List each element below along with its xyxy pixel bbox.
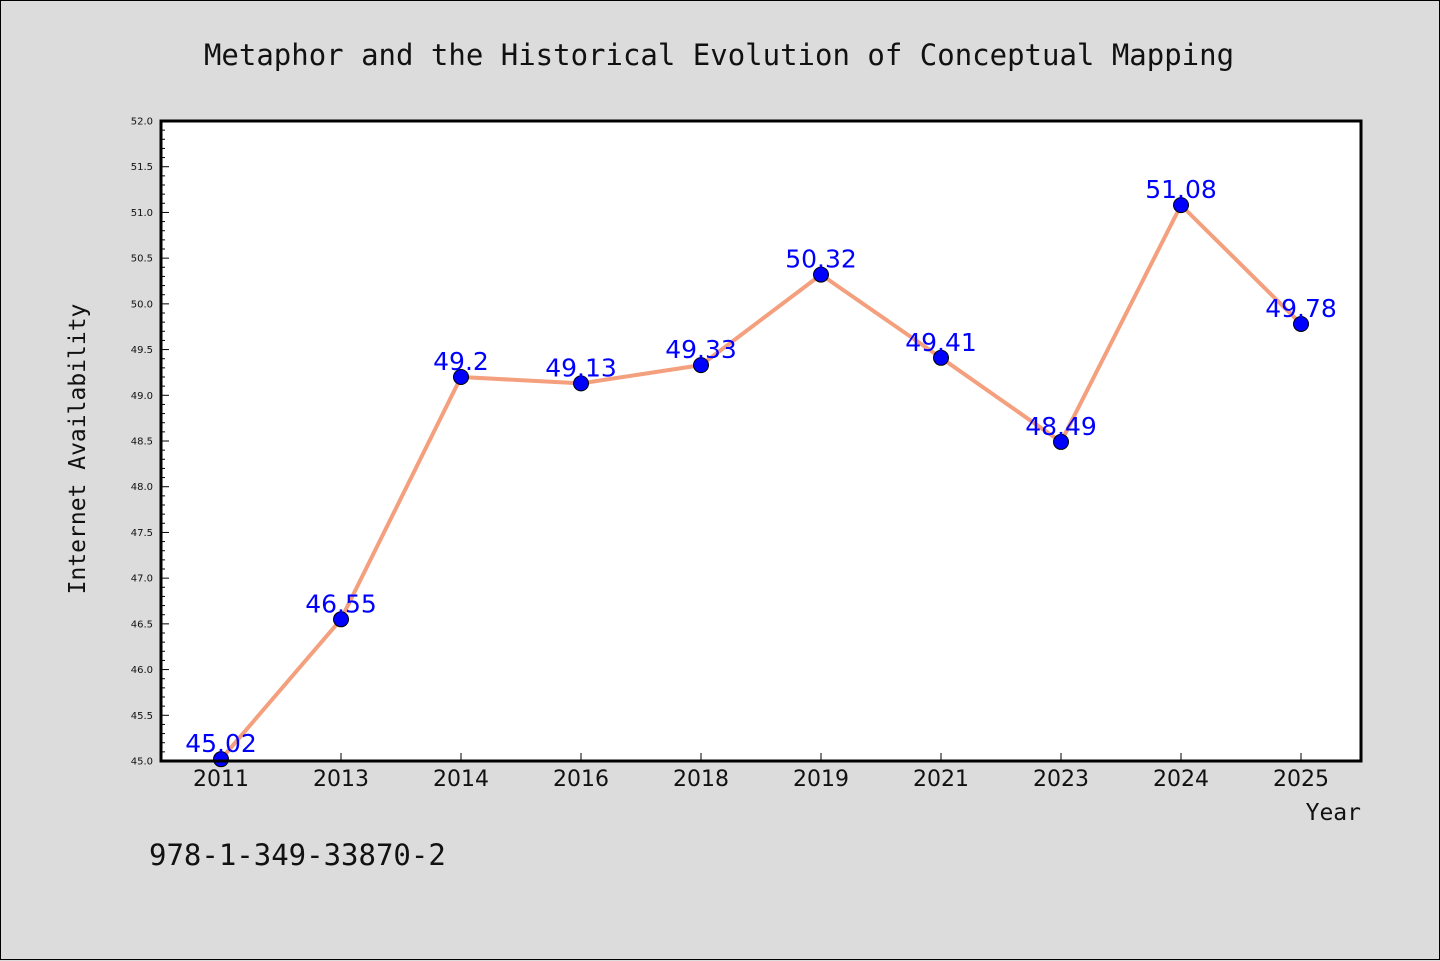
series-line [219, 203, 1303, 762]
data-label: 50.32 [785, 245, 857, 274]
y-tick-label: 49.5 [131, 345, 153, 356]
data-label: 49.13 [545, 353, 617, 382]
data-point [333, 611, 349, 628]
data-label: 49.41 [905, 328, 977, 357]
y-tick-label: 52.0 [131, 117, 153, 128]
x-tick-label: 2014 [433, 767, 489, 792]
data-label: 48.49 [1025, 412, 1097, 441]
data-point [1053, 433, 1069, 450]
y-tick-label: 50.0 [131, 299, 153, 310]
y-tick-label: 50.5 [131, 254, 153, 265]
isbn-text: 978-1-349-33870-2 [149, 838, 446, 872]
data-point [213, 751, 229, 768]
plot-frame [159, 119, 1363, 763]
chart-title: Metaphor and the Historical Evolution of… [204, 38, 1234, 72]
y-tick-label: 45.5 [131, 711, 153, 722]
y-tick-label: 48.5 [131, 437, 153, 448]
data-point [573, 375, 589, 392]
y-tick-label: 47.5 [131, 528, 153, 539]
data-point [813, 266, 829, 283]
y-axis-label: Internet Availability [65, 304, 91, 595]
data-point [693, 357, 709, 374]
y-tick-label: 51.5 [131, 162, 153, 173]
data-point [1293, 315, 1309, 332]
y-tick-label: 45.0 [131, 757, 153, 768]
data-point [933, 349, 949, 366]
y-tick-label: 51.0 [131, 208, 153, 219]
data-label: 51.08 [1145, 175, 1217, 204]
x-axis-tick-labels: 2011 2013 2014 2016 2018 2019 2021 2023 2024 2025 [193, 767, 1329, 792]
data-label: 45.02 [185, 729, 257, 758]
y-axis-tick-labels: 45.0 45.5 46.0 46.5 47.0 47.5 48.0 48.5 49.0 49.5… [131, 117, 153, 768]
x-tick-label: 2013 [313, 767, 369, 792]
data-point [453, 369, 469, 385]
x-tick-label: 2025 [1273, 767, 1329, 792]
y-tick-label: 46.5 [131, 619, 153, 630]
x-tick-label: 2016 [553, 767, 609, 792]
x-tick-label: 2024 [1153, 767, 1209, 792]
x-tick-label: 2019 [793, 767, 849, 792]
series-layer: 45.02 46.55 49.2 49.13 49.33 50.32 49.41 48.49 5… [185, 175, 1337, 768]
y-tick-label: 47.0 [131, 574, 153, 585]
x-axis-label: Year [1306, 800, 1361, 826]
data-label: 49.33 [665, 335, 737, 364]
data-label: 46.55 [305, 589, 377, 618]
x-tick-label: 2018 [673, 767, 729, 792]
plot-area [161, 121, 1361, 761]
x-tick-label: 2023 [1033, 767, 1089, 792]
data-label: 49.78 [1265, 294, 1337, 323]
y-tick-label: 46.0 [131, 665, 153, 676]
data-label: 49.2 [433, 347, 489, 376]
x-tick-label: 2011 [193, 767, 249, 792]
y-tick-label: 48.0 [131, 482, 153, 493]
data-point [1173, 197, 1189, 214]
y-tick-label: 49.0 [131, 391, 153, 402]
x-tick-label: 2021 [913, 767, 969, 792]
